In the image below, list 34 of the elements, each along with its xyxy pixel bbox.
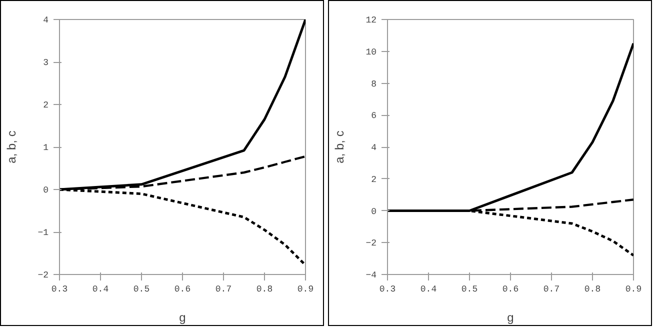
x-tick-label: 0.3 [379, 284, 396, 294]
x-tick-label: 0.3 [51, 284, 68, 294]
y-tick-label: 2 [43, 100, 49, 110]
x-tick-label: 0.4 [420, 284, 437, 294]
y-tick-label: −2 [38, 270, 49, 280]
y-tick-label: −1 [38, 228, 49, 238]
y-tick-label: 4 [371, 143, 377, 153]
x-tick-label: 0.7 [215, 284, 232, 294]
x-tick-label: 0.6 [174, 284, 191, 294]
x-tick-label: 0.7 [543, 284, 560, 294]
y-tick-label: 1 [43, 143, 49, 153]
y-tick-label: −2 [366, 238, 377, 249]
y-tick-label: 6 [371, 111, 377, 122]
y-tick-label: 3 [43, 58, 49, 68]
x-tick-label: 0.4 [92, 284, 109, 294]
x-tick-label: 0.8 [256, 284, 273, 294]
y-tick-label: 0 [43, 186, 49, 196]
x-axis-title: g [507, 310, 514, 324]
x-tick-label: 0.5 [133, 284, 150, 294]
x-tick-label: 0.9 [625, 284, 642, 294]
y-tick-label: 12 [366, 16, 377, 26]
y-tick-label: −4 [366, 270, 377, 280]
y-tick-label: 8 [371, 79, 377, 90]
y-tick-label: 10 [366, 47, 377, 58]
x-tick-label: 0.9 [297, 284, 314, 294]
x-tick-label: 0.5 [461, 284, 478, 294]
y-axis-title: a, b, c [4, 130, 19, 164]
x-tick-label: 0.6 [502, 284, 519, 294]
y-tick-label: 4 [43, 16, 49, 26]
y-tick-label: 0 [371, 206, 377, 217]
x-axis-title: g [179, 310, 186, 324]
y-axis-title: a, b, c [332, 130, 347, 164]
y-tick-label: 2 [371, 174, 377, 185]
x-tick-label: 0.8 [584, 284, 601, 294]
